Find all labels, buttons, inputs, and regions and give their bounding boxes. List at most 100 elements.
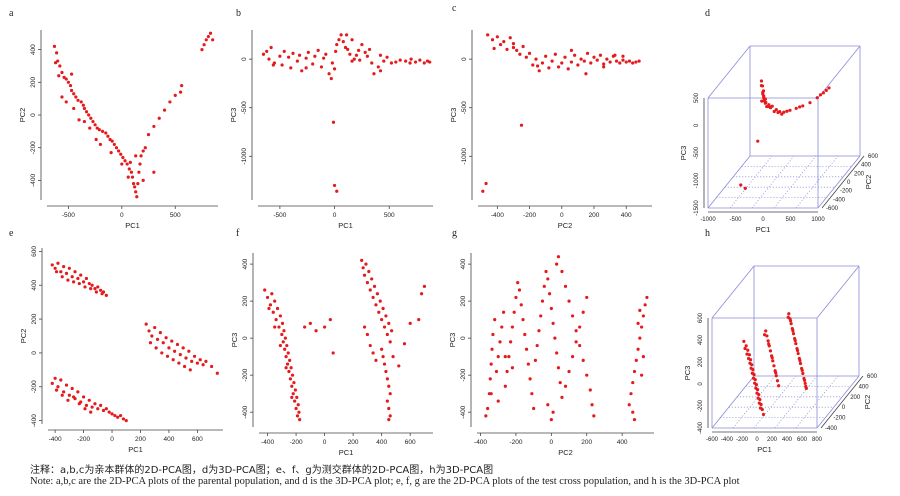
data-point	[643, 303, 647, 307]
data-point	[512, 310, 516, 314]
data-point	[121, 155, 125, 160]
data-point	[801, 104, 805, 108]
data-point	[772, 364, 776, 368]
data-point	[263, 288, 267, 292]
data-point	[72, 106, 76, 111]
data-point	[602, 62, 606, 66]
data-point	[588, 388, 592, 392]
y-tick-label: 200	[850, 395, 861, 401]
data-point	[570, 355, 575, 359]
x-tick-label: -400	[721, 437, 734, 443]
y-axis-label: PC2	[19, 329, 28, 344]
y-axis-line	[821, 155, 865, 209]
data-point	[76, 98, 80, 102]
data-point	[59, 270, 63, 274]
data-point	[143, 146, 147, 150]
x-tick-label: 0	[560, 212, 564, 219]
data-point	[295, 59, 299, 63]
data-point	[288, 377, 292, 381]
data-point	[76, 390, 80, 394]
data-point	[542, 284, 546, 288]
data-point	[573, 53, 577, 57]
x-tick-label: 200	[589, 212, 600, 219]
data-point	[284, 366, 288, 370]
data-point	[206, 34, 210, 39]
data-point	[60, 393, 64, 397]
data-point	[608, 60, 612, 64]
data-point	[365, 54, 369, 58]
data-point	[368, 343, 372, 348]
data-point	[363, 50, 367, 54]
caption-note-english: Note: a,b,c are the 2D-PCA plots of the …	[30, 476, 740, 487]
data-point	[284, 355, 288, 359]
data-point	[348, 52, 352, 56]
data-point	[821, 91, 826, 95]
x-axis-label: PC2	[558, 448, 573, 457]
data-point	[362, 273, 367, 277]
data-point	[556, 65, 561, 69]
data-point	[794, 106, 798, 110]
data-point	[743, 346, 747, 351]
data-point	[507, 355, 511, 359]
z-tick-label: 600	[698, 312, 704, 323]
data-point	[492, 46, 496, 51]
data-point	[794, 341, 798, 346]
data-point	[327, 72, 331, 76]
data-point	[773, 369, 777, 373]
data-point	[137, 170, 141, 174]
data-point	[744, 344, 748, 348]
bounding-box-edge	[817, 45, 861, 99]
data-point	[136, 182, 140, 186]
data-point	[304, 56, 308, 60]
data-point	[93, 123, 97, 127]
data-point	[413, 60, 418, 64]
y-tick-label: 600	[868, 154, 879, 160]
data-point	[215, 371, 219, 375]
panel-b: -500 0 500 0 -500 -1000 PC1 PC3	[229, 30, 433, 230]
data-point	[490, 347, 494, 351]
data-point	[129, 170, 134, 174]
data-point	[749, 366, 753, 370]
y-tick-label: 0	[242, 336, 249, 340]
panel-e: -400 -200 0 200 400 600 600 400 200 0 -200 -400 PC1 P…	[19, 246, 223, 454]
data-point	[167, 346, 171, 350]
data-point	[180, 83, 184, 88]
x-tick-label: -500	[62, 212, 75, 219]
data-point	[774, 107, 778, 112]
data-point	[388, 414, 392, 418]
data-point	[282, 329, 286, 333]
x-axis-label: PC1	[125, 221, 140, 230]
data-point	[563, 384, 568, 388]
data-point	[116, 415, 120, 419]
y-tick-label: 200	[460, 295, 467, 306]
data-point	[489, 392, 493, 396]
x-tick-label: 800	[812, 437, 823, 443]
data-point	[569, 48, 574, 53]
data-point	[190, 359, 194, 363]
x-tick-label: -400	[474, 439, 487, 446]
data-point	[382, 325, 387, 329]
data-point	[344, 33, 349, 37]
data-point	[84, 276, 89, 281]
data-point	[505, 369, 509, 374]
data-point	[267, 306, 271, 311]
data-point	[265, 295, 270, 300]
data-point	[64, 77, 68, 81]
data-point	[592, 414, 596, 418]
data-point	[367, 47, 372, 52]
data-point	[491, 332, 495, 337]
data-point	[367, 269, 371, 274]
data-point	[785, 109, 789, 113]
data-point	[343, 45, 348, 50]
data-point	[614, 59, 619, 63]
data-point	[62, 390, 66, 394]
data-point	[537, 69, 541, 73]
data-point	[293, 399, 297, 403]
x-tick-label: -200	[509, 439, 522, 446]
panel-letter-g: g	[452, 228, 457, 239]
data-point	[295, 414, 300, 418]
data-point	[549, 417, 553, 422]
panel-letter-h: h	[705, 228, 710, 239]
data-point	[112, 142, 116, 147]
y-tick-label: -500	[461, 101, 468, 114]
